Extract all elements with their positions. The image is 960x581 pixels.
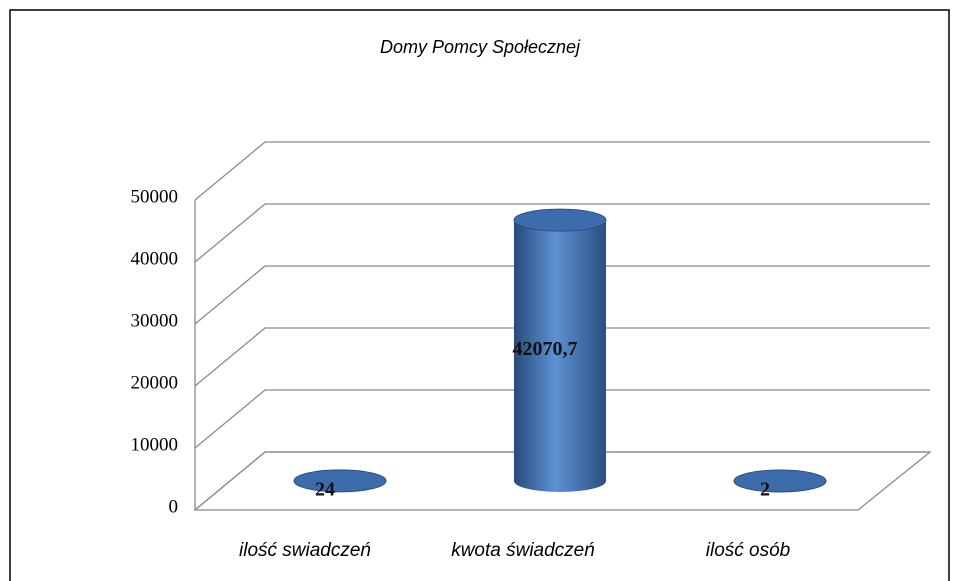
grid-line [194,327,930,387]
chart-title: Domy Pomcy Społecznej [380,37,581,57]
chart-frame [9,9,950,581]
x-tick-label: kwota świadczeń [451,540,595,561]
value-label: 42070,7 [513,338,578,360]
grid-line [194,203,930,263]
grid-line [194,265,930,325]
x-tick-label: ilość swiadczeń [239,540,371,561]
grid-line [194,451,930,511]
y-tick-label: 0 [169,496,179,517]
y-tick-label: 40000 [131,248,179,269]
x-tick-label: ilość osób [706,540,791,561]
cylinder-top [733,469,827,493]
y-tick-label: 50000 [131,186,179,207]
y-tick-label: 20000 [131,372,179,393]
value-label: 2 [760,479,770,501]
cylinder-top [513,208,607,232]
y-tick-label: 10000 [131,434,179,455]
cylinder-body [514,220,606,492]
y-tick-label: 30000 [131,310,179,331]
grid-line [194,389,930,449]
grid-line [194,141,930,201]
cylinder-top [293,469,387,493]
value-label: 24 [315,479,335,501]
